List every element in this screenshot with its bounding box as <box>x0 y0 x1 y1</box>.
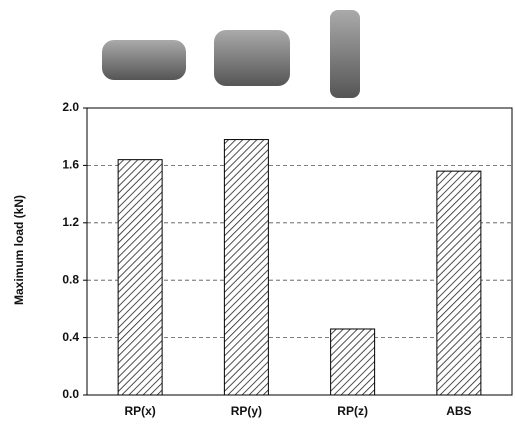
plot-frame <box>86 107 513 396</box>
x-tick-label: ABS <box>446 404 471 418</box>
bar <box>436 170 482 396</box>
y-tick-label: 1.2 <box>62 215 79 229</box>
y-tick-label: 2.0 <box>62 100 79 114</box>
x-tick-label: RP(z) <box>337 404 368 418</box>
y-tick-label: 1.6 <box>62 158 79 172</box>
bar <box>223 139 269 396</box>
bar <box>117 159 163 396</box>
y-tick-label: 0.4 <box>62 330 79 344</box>
specimen-icons <box>102 10 360 98</box>
y-tick-label: 0.8 <box>62 272 79 286</box>
y-axis-label: Maximum load (kN) <box>12 195 26 305</box>
x-tick-label: RP(x) <box>124 404 155 418</box>
y-tick-label: 0.0 <box>62 387 79 401</box>
x-tick-label: RP(y) <box>231 404 262 418</box>
bar <box>330 328 376 396</box>
